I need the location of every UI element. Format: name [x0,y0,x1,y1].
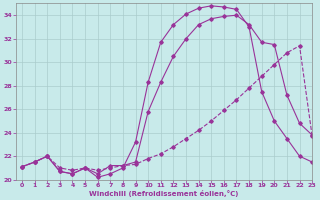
X-axis label: Windchill (Refroidissement éolien,°C): Windchill (Refroidissement éolien,°C) [89,190,239,197]
